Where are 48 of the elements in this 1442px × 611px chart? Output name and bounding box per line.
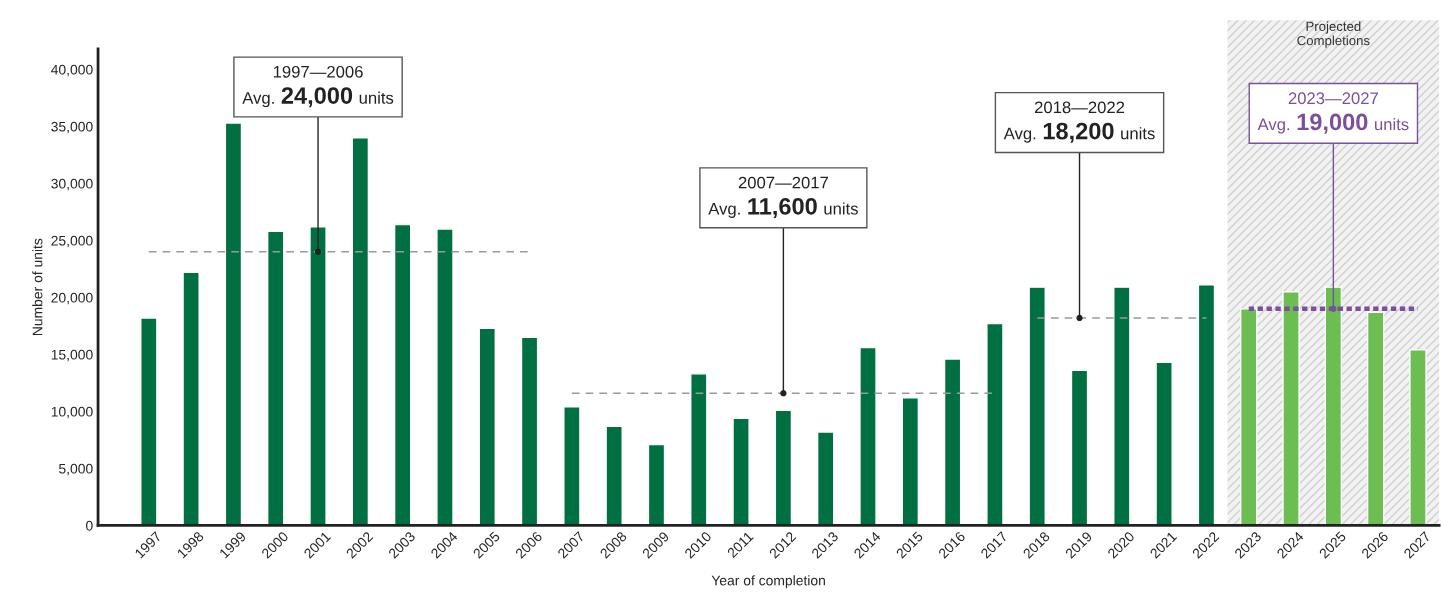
bar: [1028, 286, 1046, 526]
y-tick-label: 0: [86, 520, 93, 531]
bar: [1113, 286, 1131, 526]
bar: [1324, 286, 1343, 526]
bar: [901, 397, 920, 526]
y-tick-label: 35,000: [51, 121, 93, 134]
band-label: Projected Completions: [1297, 21, 1370, 48]
y-axis-title: Number of units: [32, 238, 43, 336]
bar: [563, 406, 581, 526]
bar: [1155, 361, 1173, 526]
bar: [774, 409, 793, 526]
annotation: 2023—2027 Avg. 19,000 units: [1257, 92, 1409, 134]
bar: [436, 228, 454, 526]
y-tick-label: 25,000: [51, 235, 93, 248]
y-tick-label: 40,000: [51, 64, 93, 77]
bar: [943, 358, 962, 526]
bar: [816, 431, 835, 526]
point: [1330, 305, 1337, 312]
bar: [986, 322, 1004, 526]
bar: [1409, 349, 1427, 526]
annotation: 2018—2022 Avg. 18,200 units: [1003, 101, 1155, 143]
y-tick-label: 10,000: [51, 406, 93, 419]
bar: [309, 226, 327, 526]
bar: [267, 230, 285, 526]
bar: [1282, 291, 1300, 526]
bar: [1070, 369, 1089, 526]
y-tick-label: 30,000: [51, 178, 93, 191]
bar: [520, 336, 539, 526]
y-tick-label: 5,000: [59, 463, 93, 476]
bar: [647, 443, 666, 526]
bar: [140, 317, 158, 526]
bar: [182, 271, 200, 526]
bar: [1366, 311, 1385, 526]
annotation: 2007—2017 Avg. 11,600 units: [708, 176, 858, 219]
bar: [224, 122, 243, 526]
bar: [605, 425, 623, 526]
bar: [859, 346, 877, 526]
bar: [351, 137, 370, 526]
bar: [393, 223, 412, 526]
bar: [732, 417, 750, 526]
bar: [1197, 284, 1216, 526]
bar: [478, 327, 496, 526]
y-tick-label: 20,000: [51, 292, 93, 305]
x-axis-title: Year of completion: [711, 575, 825, 589]
bar: [1240, 308, 1258, 526]
annotation: 1997—2006 Avg. 24,000 units: [242, 65, 394, 108]
bar: [690, 373, 708, 526]
y-tick-label: 15,000: [51, 349, 93, 362]
